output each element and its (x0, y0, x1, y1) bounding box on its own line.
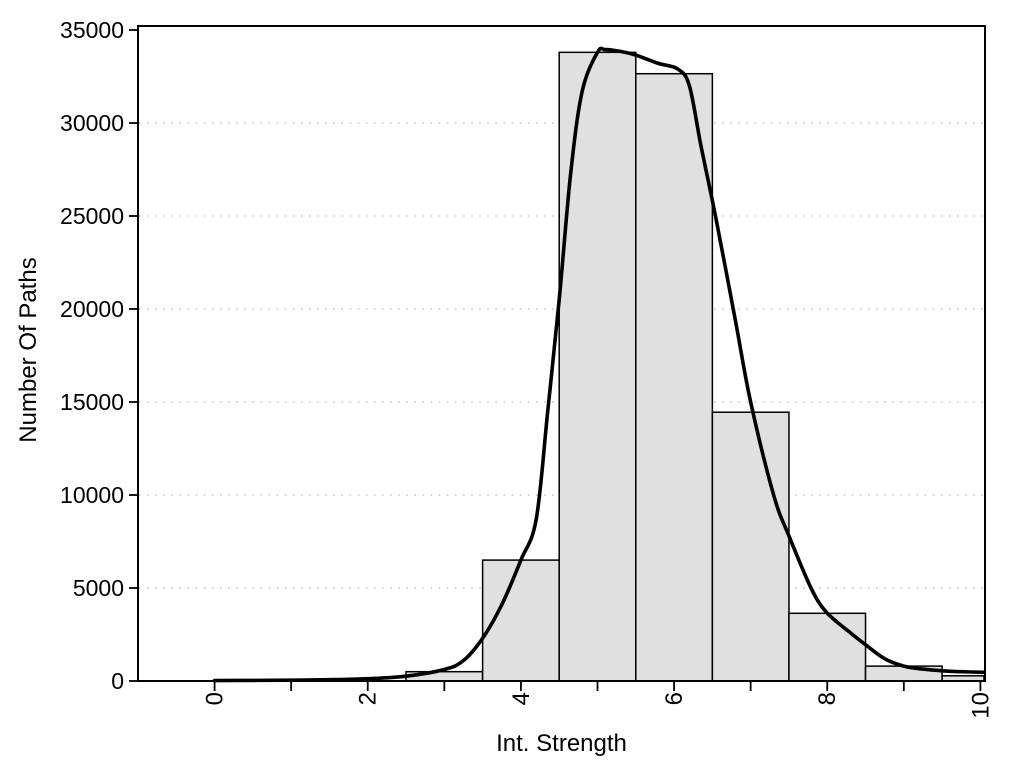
x-tick-label: 8 (814, 692, 841, 705)
plot-frame (137, 25, 986, 682)
y-axis-title-text: Number Of Paths (15, 257, 42, 443)
histogram-bar (711, 411, 790, 682)
histogram-bar (558, 51, 637, 682)
y-tick-label: 5000 (73, 575, 124, 601)
x-tick-label: 10 (967, 692, 994, 719)
y-tick-label: 10000 (60, 482, 124, 508)
density-curve (212, 46, 987, 683)
x-tick-label: 6 (661, 692, 688, 705)
y-tick-label: 35000 (60, 17, 124, 43)
histogram-bar (635, 72, 714, 682)
x-tick-label: 4 (508, 692, 535, 705)
histogram-bar (788, 612, 867, 682)
x-tick-label: 2 (355, 692, 382, 705)
y-tick-label: 0 (111, 668, 124, 694)
x-tick-label: 0 (202, 692, 229, 705)
y-tick-label: 30000 (60, 110, 124, 136)
y-tick-label: 15000 (60, 389, 124, 415)
y-tick-label: 25000 (60, 203, 124, 229)
x-axis-title: Int. Strength (496, 730, 627, 757)
y-tick-label: 20000 (60, 296, 124, 322)
